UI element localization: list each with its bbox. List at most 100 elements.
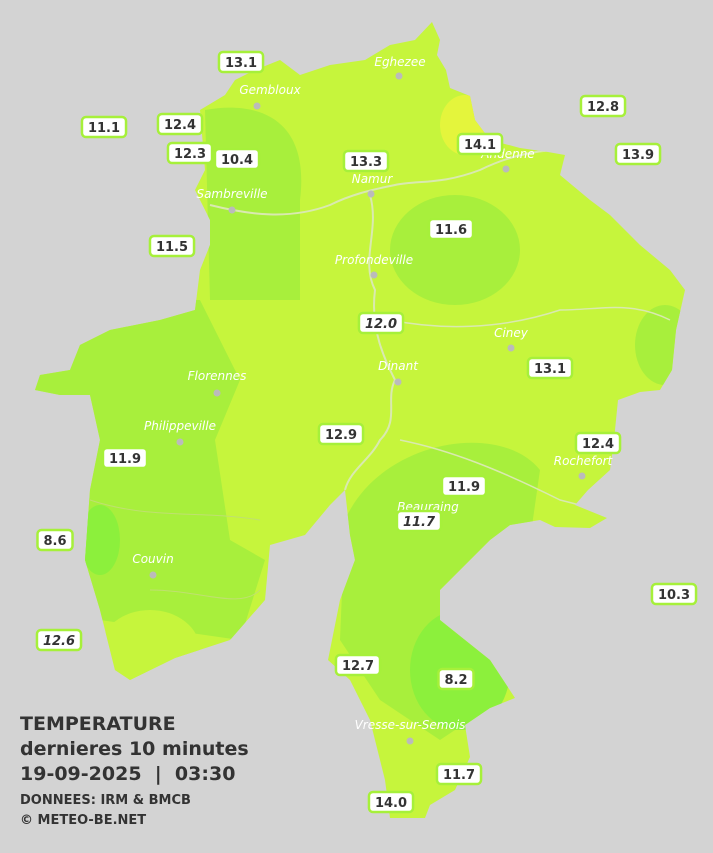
city-label: Vresse-sur-Semois [355,718,466,732]
station-value: 12.8 [587,100,619,115]
station: 12.6 [35,628,83,652]
station: 14.1 [456,132,504,156]
city-label: Dinant [378,359,419,373]
station: 11.7 [395,509,443,533]
station-value: 13.1 [225,56,257,71]
source: DONNEES: IRM & BMCB [20,793,191,808]
station: 12.4 [574,431,622,455]
station-value: 12.6 [43,634,75,649]
city-label: Ciney [494,326,529,340]
city-dot [578,472,586,480]
station: 8.2 [437,667,475,691]
station-box [101,446,149,470]
station-value: 11.1 [88,121,120,136]
station-value: 12.7 [342,659,374,674]
city-dot [370,271,378,279]
station: 13.1 [526,356,574,380]
title: TEMPERATURE [20,713,176,735]
station: 12.9 [317,422,365,446]
city-dot [149,571,157,579]
station-box [650,582,698,606]
station: 12.4 [156,112,204,136]
station-box [427,217,475,241]
city-label: Florennes [188,369,247,383]
city-dot [395,72,403,80]
station: 11.6 [427,217,475,241]
station-box [217,50,265,74]
station-box [614,142,662,166]
city-dot [507,344,515,352]
station-value: 11.9 [448,480,480,495]
station-value: 8.6 [43,534,66,549]
station-box [456,132,504,156]
station-box [440,474,488,498]
station: 11.1 [80,115,128,139]
station-box [80,115,128,139]
station-box [437,667,475,691]
city-label: Philippeville [144,419,216,433]
station-value: 12.4 [164,118,196,133]
station-box [435,762,483,786]
station: 13.1 [217,50,265,74]
copyright: © METEO-BE.NET [20,813,146,828]
station: 12.3 [166,141,214,165]
city-label: Sambreville [196,187,267,201]
subtitle: dernieres 10 minutes [20,738,249,760]
station: 10.4 [213,147,261,171]
station-value: 13.9 [622,148,654,163]
city-label: Eghezee [374,55,425,69]
station: 10.3 [650,582,698,606]
station-box [357,311,405,335]
station-box [156,112,204,136]
station: 12.8 [579,94,627,118]
station: 11.7 [435,762,483,786]
station-value: 12.9 [325,428,357,443]
station-box [213,147,261,171]
city-dot [406,737,414,745]
station-box [36,528,74,552]
station-box [367,790,415,814]
station: 11.9 [440,474,488,498]
station: 13.9 [614,142,662,166]
city-label: Couvin [132,552,173,566]
city-dot [213,389,221,397]
station-value: 11.9 [109,452,141,467]
station-box [395,509,443,533]
station-value: 11.7 [403,515,436,530]
city-dot [228,206,236,214]
city-label: Profondeville [335,253,413,267]
station: 12.7 [334,653,382,677]
datetime: 19-09-2025 | 03:30 [20,763,235,785]
city-dot [176,438,184,446]
station: 14.0 [367,790,415,814]
station-box [526,356,574,380]
station-value: 13.3 [350,155,382,170]
station-value: 14.0 [375,796,407,811]
station-box [35,628,83,652]
station-box [342,149,390,173]
station: 11.5 [148,234,196,258]
station-value: 13.1 [534,362,566,377]
station-value: 11.5 [156,240,188,255]
station-box [334,653,382,677]
station-value: 10.4 [221,153,253,168]
station-value: 11.6 [435,223,467,238]
station-value: 10.3 [658,588,690,603]
station: 8.6 [36,528,74,552]
station-box [166,141,214,165]
station: 13.3 [342,149,390,173]
station: 11.9 [101,446,149,470]
station-box [574,431,622,455]
city-label: Namur [352,172,394,186]
station-value: 12.0 [365,317,397,332]
city-dot [394,378,402,386]
station-value: 11.7 [443,768,475,783]
city-dot [367,190,375,198]
city-label: Gembloux [239,83,301,97]
station-value: 14.1 [464,138,496,153]
station-value: 12.3 [174,147,206,162]
station-box [148,234,196,258]
city-label: Rochefort [554,454,614,468]
city-dot [253,102,261,110]
